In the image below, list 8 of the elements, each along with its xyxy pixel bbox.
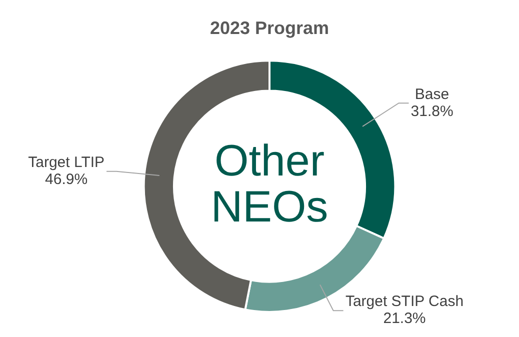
data-label: 46.9% bbox=[45, 170, 88, 188]
slice-label: Target STIP Cash bbox=[345, 293, 464, 310]
slice-label: Target LTIP bbox=[28, 154, 105, 171]
slice-label: Base bbox=[414, 86, 450, 103]
data-label: 21.3% bbox=[383, 310, 426, 328]
chart-title: 2023 Program bbox=[210, 18, 330, 38]
data-label: 31.8% bbox=[410, 102, 454, 120]
text: Other NEOs bbox=[210, 136, 328, 232]
